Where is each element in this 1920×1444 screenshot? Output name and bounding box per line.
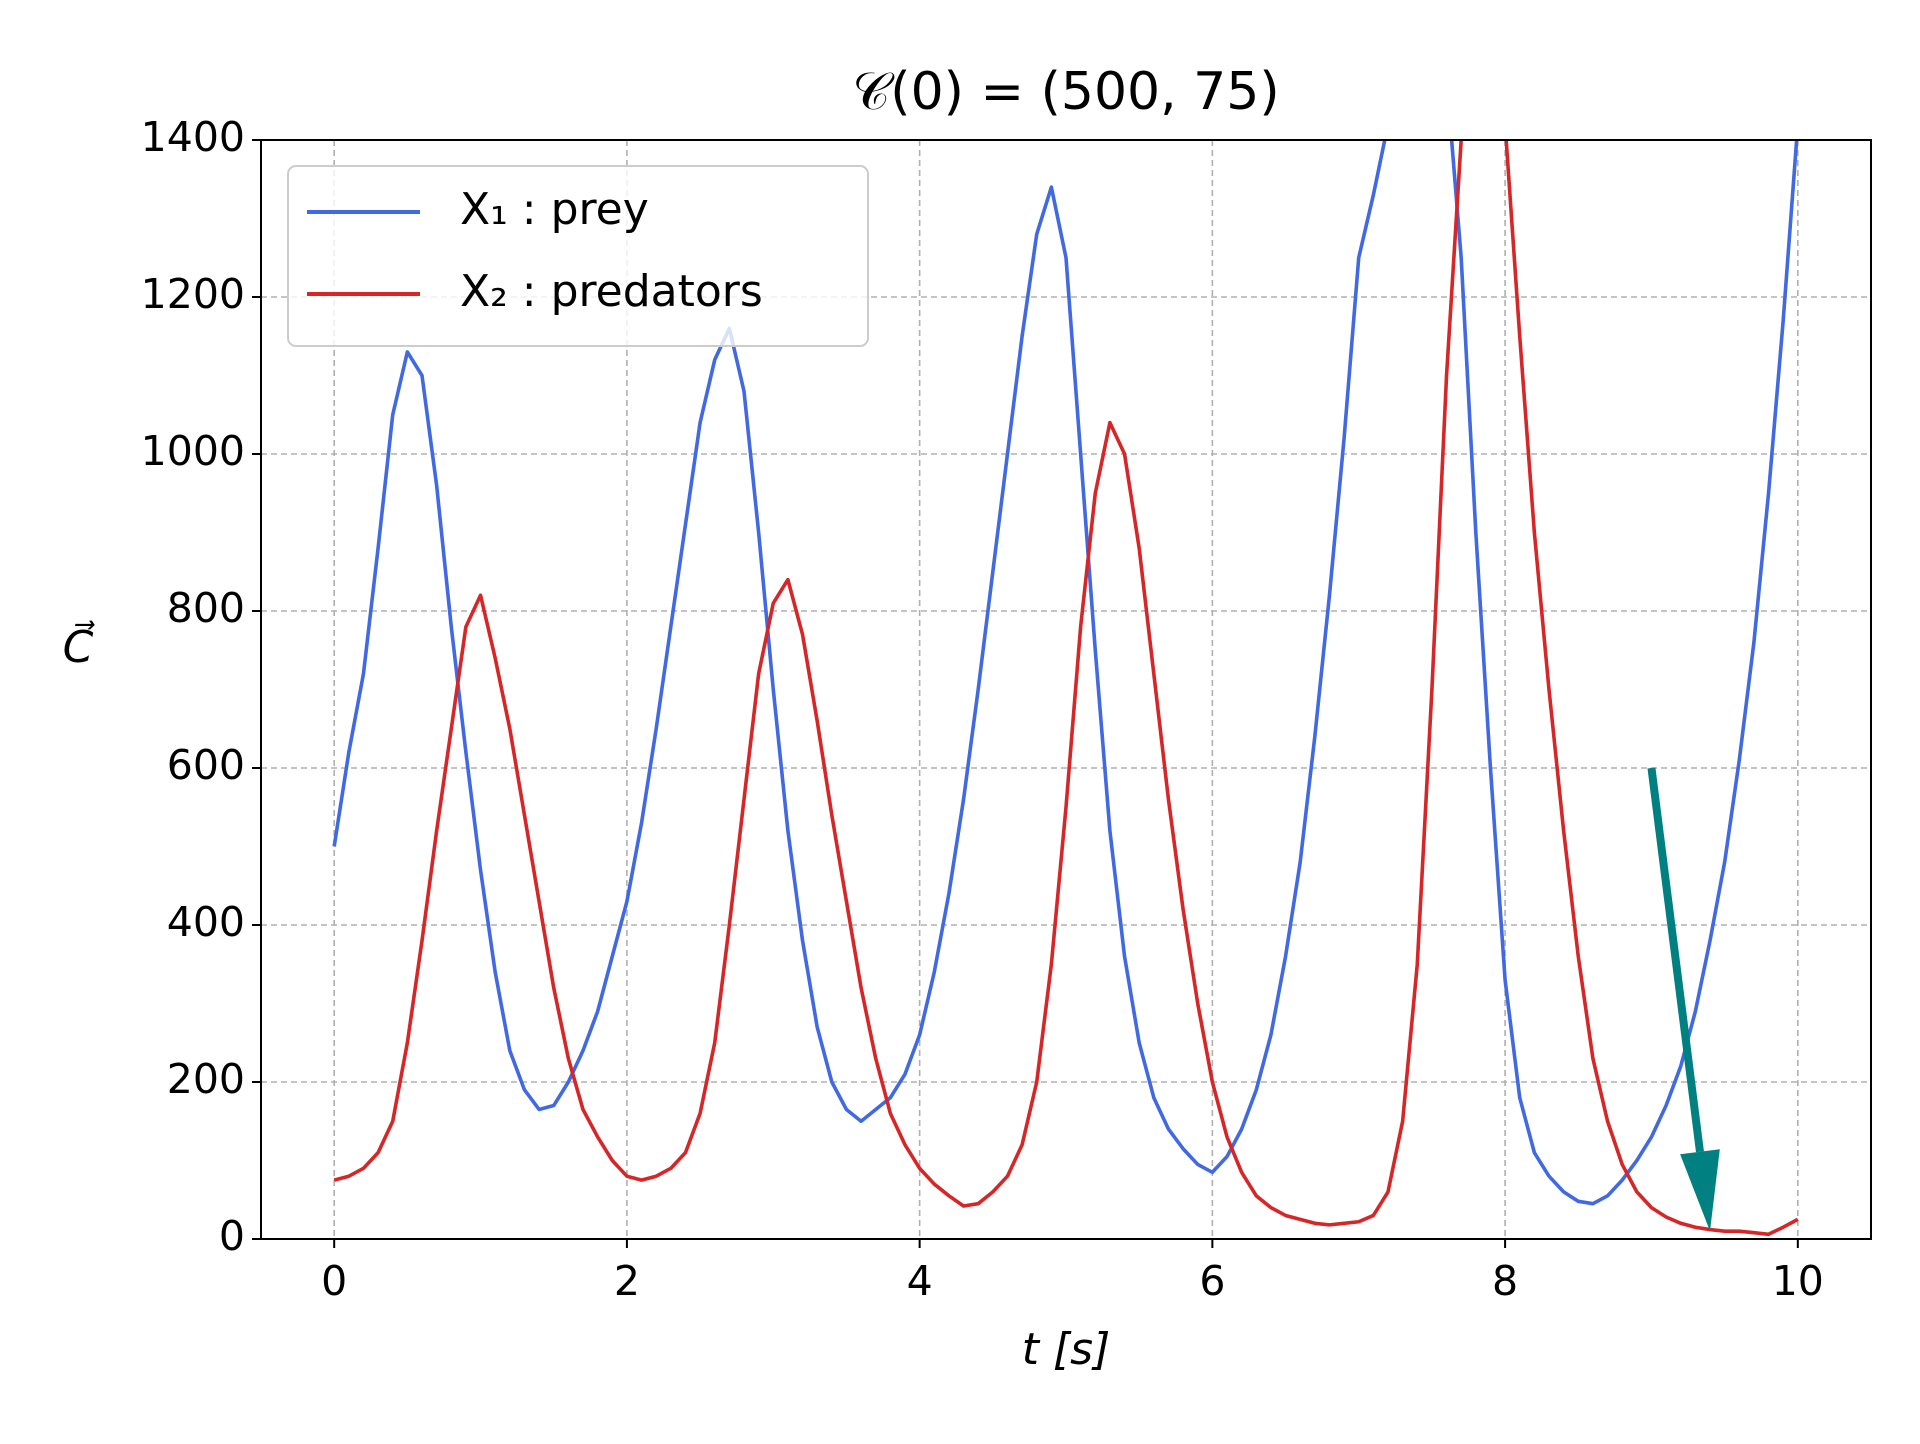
x-axis-label: t [s] [1022, 1324, 1111, 1375]
legend: X₁ : prey X₂ : predators [287, 165, 869, 347]
x-tick-label: 6 [1199, 1257, 1225, 1305]
legend-label: X₂ : predators [460, 266, 763, 317]
y-tick-label: 800 [167, 584, 245, 632]
grid: 0 200 400 600 800 1000 1200 1400 0 2 4 6 8 10 [141, 113, 1871, 1305]
plot-area [332, 140, 1799, 1237]
x-tick-label: 8 [1492, 1257, 1518, 1305]
y-tick-label: 0 [219, 1212, 245, 1260]
arrow-head [1680, 1149, 1720, 1232]
y-tick-label: 1000 [141, 427, 245, 475]
x-tick-label: 2 [614, 1257, 640, 1305]
chart-title: 𝒞(0) = (500, 75) [852, 62, 1279, 122]
y-axis-label: C⃗ [63, 620, 95, 673]
plot-frame [260, 139, 1872, 1240]
y-tick-label: 600 [167, 741, 245, 789]
y-tick-label: 1400 [141, 113, 245, 161]
legend-label: X₁ : prey [460, 184, 649, 235]
series-line [332, 140, 1799, 1206]
x-tick-label: 10 [1772, 1257, 1824, 1305]
y-tick-label: 400 [167, 898, 245, 946]
legend-box [287, 165, 869, 347]
arrow-shaft [1647, 767, 1704, 1153]
x-tick-label: 0 [321, 1257, 347, 1305]
y-tick-label: 1200 [141, 270, 245, 318]
series-line [333, 140, 1799, 1237]
y-tick-label: 200 [167, 1055, 245, 1103]
x-tick-label: 4 [907, 1257, 933, 1305]
